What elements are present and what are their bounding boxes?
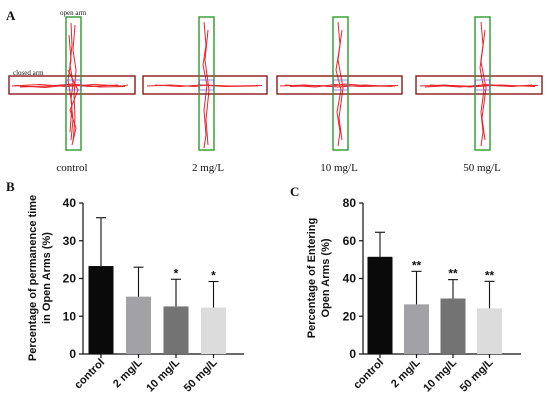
bar [163,306,189,354]
panel-b-letter: B [6,179,15,194]
panel-b: B Percentage of permanence time in Open … [6,179,244,395]
bar [477,308,502,354]
bar [126,296,151,354]
y-tick-label: 20 [63,272,77,286]
maze-center [66,79,81,91]
bar [201,307,226,354]
open-arm-outline [198,16,215,151]
maze-tracks [419,21,539,147]
x-tick-label: 10 mg/L [421,356,459,394]
y-tick-label: 40 [343,272,357,286]
closed-arm-outline [276,75,403,95]
chart-b-ylabel-line2: in Open Arms (%) [41,232,53,324]
chart-b-ylabel-line1: Percentage of permanence time [27,195,39,361]
x-tick-label: 2 mg/L [111,356,145,390]
closed-arm-outline [8,75,136,95]
maze-label: 50 mg/L [463,162,501,174]
y-tick-label: 10 [63,309,77,323]
x-tick-label: 50 mg/L [182,356,220,394]
panel-c-letter: C [290,184,299,199]
maze-center [333,79,348,91]
maze-tracks [279,21,399,147]
bar [404,304,429,354]
chart-b: 0 10 20 30 40 control 2 mg/L * 10 mg/L * 50 mg/L [63,196,244,395]
y-tick-label: 0 [69,347,76,361]
y-tick-label: 20 [343,309,357,323]
closed-arm-outline [142,75,268,95]
x-tick-label: control [351,357,386,392]
panel-c: C Percentage of Entering Open Arms (%) 0… [290,184,521,395]
maze-tracks [11,22,129,146]
x-tick-label: control [72,357,107,392]
maze-tracks [146,21,263,149]
y-tick-label: 30 [63,234,77,248]
panel-a-letter: A [6,8,16,23]
maze-control: control [8,16,136,174]
open-arm-label: open arm [60,9,87,17]
maze-2mgL: 2 mg/L [142,16,268,174]
y-tick-label: 60 [343,234,357,248]
maze-center [475,79,490,91]
significance-label: * [211,269,216,283]
chart-c-ylabel-line1: Percentage of Entering [306,218,318,338]
significance-label: ** [448,267,458,281]
significance-label: ** [485,268,495,282]
bar [88,266,114,354]
chart-c: 0 20 40 60 80 control ** 2 mg/L ** 10 mg/L ** 50 mg… [343,196,521,395]
x-tick-label: 10 mg/L [144,356,182,394]
maze-50mgL: 50 mg/L [415,16,543,174]
x-tick-label: 50 mg/L [458,356,496,394]
maze-label: 2 mg/L [192,162,224,174]
maze-label: control [56,162,87,174]
maze-10mgL: 10 mg/L [276,16,403,174]
open-arm-outline [332,16,349,151]
closed-arm-outline [415,75,543,95]
significance-label: ** [412,258,422,272]
y-tick-label: 0 [349,347,356,361]
y-tick-label: 80 [343,196,357,210]
x-tick-label: 2 mg/L [389,356,423,390]
maze-center [199,79,214,91]
bar [440,298,466,354]
chart-c-ylabel-line2: Open Arms (%) [320,238,332,317]
significance-label: * [174,266,179,280]
panel-a: A open arm closed arm control [6,8,543,174]
closed-arm-label: closed arm [13,69,44,77]
open-arm-outline [65,16,82,151]
maze-label: 10 mg/L [320,162,358,174]
y-tick-label: 40 [63,196,77,210]
open-arm-outline [474,16,491,151]
bar [367,256,393,354]
